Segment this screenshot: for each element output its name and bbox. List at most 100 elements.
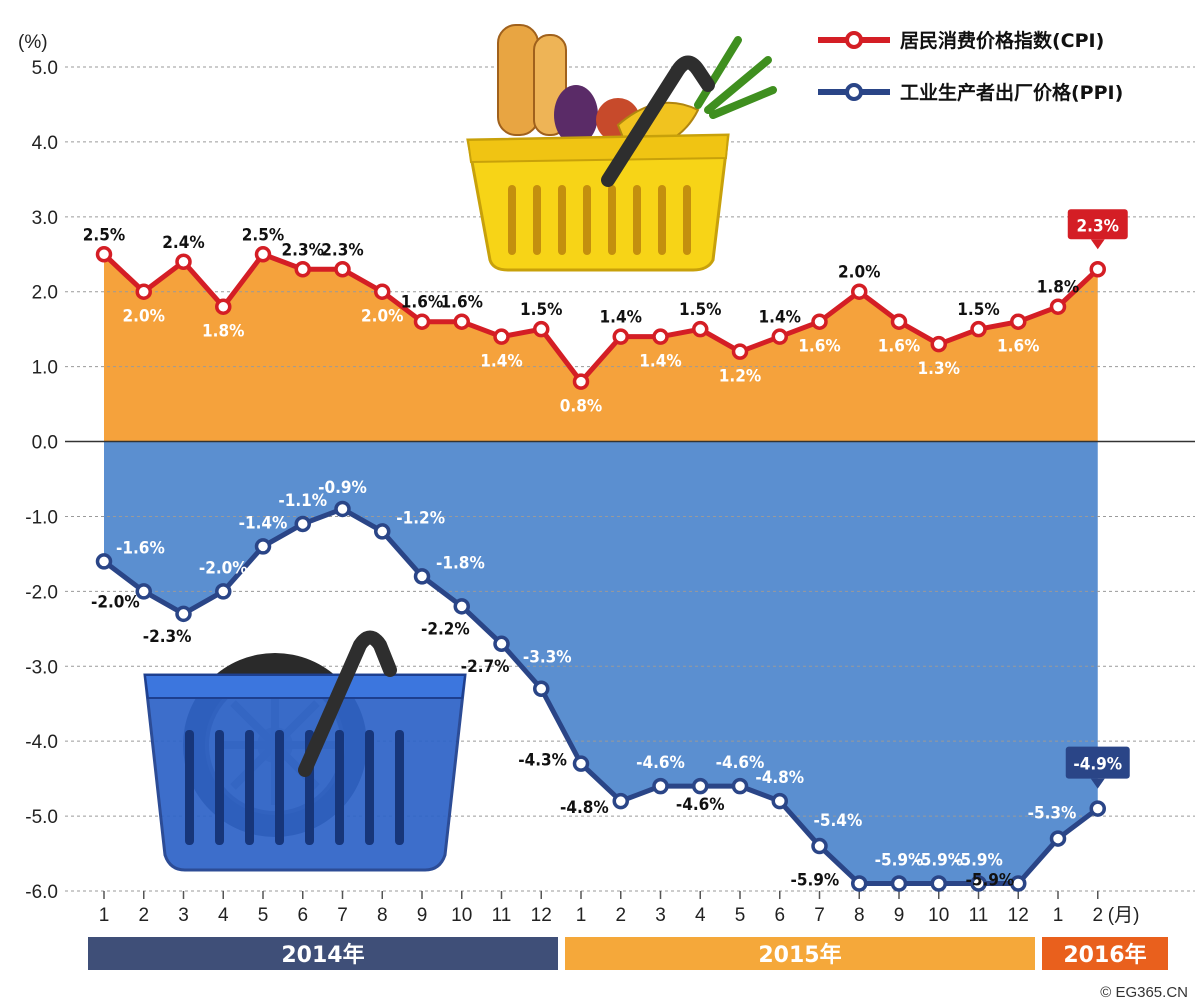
x-tick-label: 11 [969, 905, 989, 926]
callout-arrow-ppi [1090, 778, 1105, 789]
y-tick-label: -3.0 [25, 657, 58, 678]
data-label-ppi: -1.4% [239, 513, 288, 533]
callout-arrow-cpi [1090, 239, 1105, 250]
data-label-cpi: 2.5% [83, 225, 125, 245]
x-tick-label: 9 [894, 905, 905, 926]
data-point [731, 777, 749, 795]
data-label-ppi: -4.8% [560, 798, 609, 818]
data-label-cpi: 2.4% [162, 233, 204, 253]
data-point [453, 313, 470, 330]
data-label-ppi: -5.9% [914, 851, 963, 871]
data-label-ppi: -5.4% [814, 811, 863, 831]
y-tick-label: -6.0 [25, 882, 58, 903]
data-point [453, 598, 470, 615]
x-tick-label: 5 [735, 905, 746, 926]
data-label-cpi: 0.8% [560, 397, 602, 417]
legend-item-ppi: 工业生产者出厂价格(PPI) [818, 81, 1123, 104]
data-point [851, 283, 868, 300]
tire-basket-icon [143, 630, 467, 872]
data-label-cpi: 2.0% [123, 307, 165, 327]
data-point [95, 553, 113, 570]
data-label-ppi: -2.0% [199, 558, 248, 578]
data-point [1089, 261, 1106, 278]
legend-item-cpi: 居民消费价格指数(CPI) [818, 29, 1104, 52]
data-point [612, 792, 629, 810]
data-point [175, 605, 192, 623]
data-label-cpi: 2.3% [321, 240, 363, 260]
x-tick-label: 7 [337, 905, 348, 926]
year-label: 2016年 [1063, 942, 1146, 968]
data-point [731, 343, 749, 360]
data-label-cpi: 2.0% [361, 307, 403, 327]
data-point [254, 246, 272, 263]
data-label-ppi: -2.3% [143, 627, 192, 647]
x-tick-label: 2 [615, 905, 626, 926]
data-label-cpi: 1.6% [401, 293, 443, 313]
data-label-ppi: -5.9% [965, 871, 1014, 891]
y-unit-label: (%) [18, 32, 48, 53]
data-label-cpi: 1.6% [441, 293, 483, 313]
data-point [930, 335, 947, 353]
data-label-cpi: 2.0% [838, 263, 880, 283]
data-label-ppi: -5.9% [954, 851, 1003, 871]
x-unit-label: (月) [1108, 905, 1140, 926]
x-tick-label: 12 [1008, 905, 1029, 926]
data-point [652, 777, 669, 795]
data-point [612, 328, 629, 345]
data-label-cpi: 1.5% [957, 300, 999, 320]
data-label-cpi: 1.6% [878, 337, 920, 357]
data-point [890, 313, 908, 330]
data-label-ppi: -1.8% [436, 553, 485, 573]
data-point [652, 328, 669, 345]
data-label-ppi: -1.6% [116, 538, 165, 558]
data-point [95, 246, 113, 263]
x-tick-label: 1 [1053, 905, 1064, 926]
data-label-ppi: -4.8% [755, 768, 804, 788]
data-point [692, 320, 709, 338]
y-tick-label: -4.0 [25, 732, 58, 753]
data-label-ppi: -0.9% [318, 478, 367, 498]
data-label-ppi: -4.6% [716, 753, 765, 773]
x-tick-label: 5 [258, 905, 269, 926]
x-tick-label: 11 [492, 905, 512, 926]
data-point [135, 583, 152, 600]
year-bar [1042, 937, 1168, 970]
data-point [413, 568, 431, 585]
data-label-ppi: -5.9% [790, 871, 839, 891]
data-label-ppi: -5.3% [1028, 804, 1077, 824]
year-label: 2015年 [758, 942, 841, 968]
data-label-cpi: 1.2% [719, 367, 761, 387]
x-tick-label: 6 [297, 905, 308, 926]
x-tick-label: 4 [695, 905, 706, 926]
x-tick-label: 7 [814, 905, 825, 926]
legend-label-ppi: 工业生产者出厂价格(PPI) [900, 81, 1123, 104]
x-tick-label: 2 [138, 905, 149, 926]
x-tick-label: 10 [928, 905, 949, 926]
data-point [572, 373, 590, 390]
data-point [334, 500, 351, 518]
data-label-cpi: 2.3% [282, 240, 324, 260]
data-point [970, 875, 987, 892]
y-tick-label: -2.0 [25, 582, 58, 603]
data-point [1010, 875, 1027, 892]
x-tick-label: 9 [417, 905, 428, 926]
data-label-cpi: 1.5% [679, 300, 721, 320]
data-point [493, 635, 510, 653]
x-tick-label: 8 [377, 905, 388, 926]
data-point [294, 261, 311, 278]
data-label-cpi: 1.4% [759, 308, 801, 328]
data-point [1089, 800, 1106, 817]
legend: 居民消费价格指数(CPI) 工业生产者出厂价格(PPI) [818, 29, 1123, 104]
data-label-cpi: 1.4% [600, 308, 642, 328]
callout-box-cpi [1067, 209, 1128, 240]
data-point [334, 261, 351, 278]
y-tick-label: -5.0 [25, 807, 58, 828]
data-label-cpi: 1.5% [520, 300, 562, 320]
data-point [572, 755, 590, 772]
data-label-cpi: 2.5% [242, 225, 284, 245]
data-point [254, 538, 272, 555]
data-point [533, 320, 550, 338]
x-tick-label: 3 [178, 905, 189, 926]
data-point [771, 792, 788, 810]
